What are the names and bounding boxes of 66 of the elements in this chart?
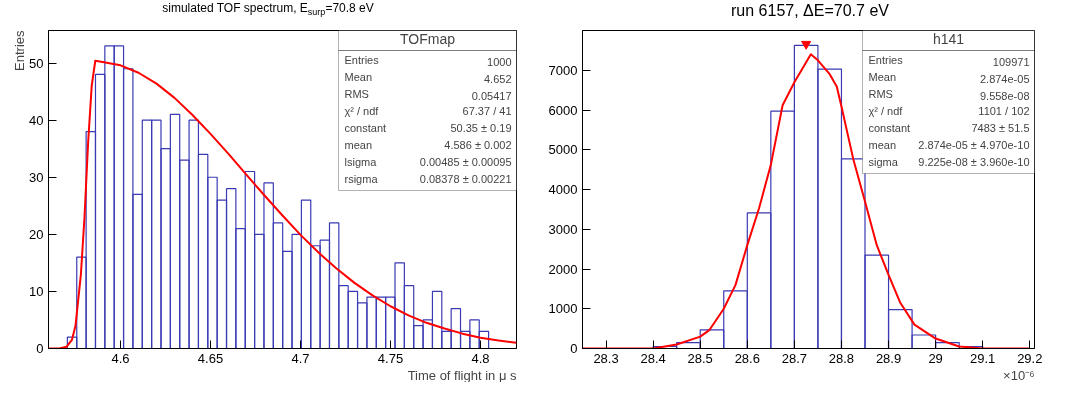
x-axis-title: ×10⁻⁶ — [1003, 367, 1035, 383]
x-tick-label: 28.4 — [640, 350, 666, 366]
x-tick-label: 28.6 — [734, 350, 760, 366]
y-tick-label: 2000 — [548, 261, 578, 277]
x-tick-label: 29 — [928, 350, 943, 366]
x-axis-title: Time of flight in μ s — [407, 367, 517, 383]
chart-title: simulated TOF spectrum, E$_{surp}$=70.8 eV — [161, 0, 375, 20]
annotation: 7483 ± 51.5 — [971, 121, 1030, 134]
annotation: 9.225e-08 ± 3.960e-10 — [918, 155, 1030, 168]
annotation: TOFmap — [400, 30, 456, 47]
x-tick-label: 4.7 — [291, 350, 310, 366]
annotation: h141 — [932, 30, 965, 47]
y-tick-label: 50 — [29, 55, 44, 71]
y-tick-label: 40 — [29, 112, 44, 128]
annotation: 0.00485 ± 0.00095 — [419, 155, 512, 168]
annotation: χ² / ndf — [868, 104, 904, 117]
x-tick-label: 28.3 — [593, 350, 619, 366]
annotation: 109971 — [992, 55, 1030, 68]
y-tick-label: 20 — [29, 226, 44, 242]
annotation: 2.874e-05 ± 4.970e-10 — [918, 138, 1030, 151]
y-tick-label: 0 — [570, 341, 578, 356]
annotation: 50.35 ± 0.19 — [450, 121, 512, 134]
y-tick-label: 0 — [36, 341, 44, 356]
annotation: RMS — [868, 87, 893, 100]
annotation: 67.37 / 41 — [462, 104, 512, 117]
annotation: 1101 / 102 — [978, 104, 1030, 117]
annotation: 0.08378 ± 0.00221 — [419, 172, 512, 185]
x-tick-label: 4.65 — [197, 350, 224, 366]
x-tick-label: 28.9 — [875, 350, 902, 366]
x-tick-label: 4.8 — [471, 350, 490, 366]
x-tick-label: 29.1 — [970, 350, 996, 366]
y-tick-label: 5000 — [548, 142, 578, 158]
annotation: lsigma — [344, 155, 378, 168]
annotation: 9.558e-08 — [979, 89, 1030, 102]
annotation: constant — [868, 121, 911, 134]
annotation: Entries — [344, 53, 380, 66]
annotation: 4.652 — [483, 72, 512, 85]
x-tick-label: 4.75 — [377, 350, 404, 366]
x-tick-label: 28.5 — [687, 350, 713, 366]
annotation: 0.05417 — [471, 89, 512, 102]
annotation: 2.874e-05 — [979, 72, 1030, 85]
annotation: constant — [344, 121, 387, 134]
chart-title: run 6157, ΔE=70.7 eV — [730, 1, 890, 21]
annotation: 4.586 ± 0.002 — [444, 138, 512, 151]
x-tick-label: 4.6 — [111, 350, 130, 366]
y-tick-label: 1000 — [548, 301, 578, 317]
annotation: Mean — [868, 70, 897, 83]
y-tick-label: 7000 — [548, 62, 578, 78]
annotation: sigma — [868, 155, 899, 168]
y-tick-label: 3000 — [548, 221, 578, 237]
annotation: 1000 — [487, 55, 512, 68]
annotation: χ² / ndf — [344, 104, 380, 117]
y-tick-label: 6000 — [548, 102, 578, 118]
annotation: rsigma — [344, 172, 379, 185]
x-tick-label: 28.8 — [828, 350, 855, 366]
x-tick-label: 29.2 — [1017, 350, 1043, 366]
y-tick-label: 10 — [29, 283, 44, 299]
y-axis-title: Entries — [11, 30, 27, 71]
annotation: Entries — [868, 53, 904, 66]
annotation: Mean — [344, 70, 373, 83]
annotation: mean — [868, 138, 897, 151]
y-tick-label: 30 — [29, 169, 44, 185]
annotation: mean — [344, 138, 373, 151]
y-tick-label: 4000 — [548, 182, 578, 197]
x-tick-label: 28.7 — [781, 350, 808, 366]
annotation: RMS — [344, 87, 369, 100]
